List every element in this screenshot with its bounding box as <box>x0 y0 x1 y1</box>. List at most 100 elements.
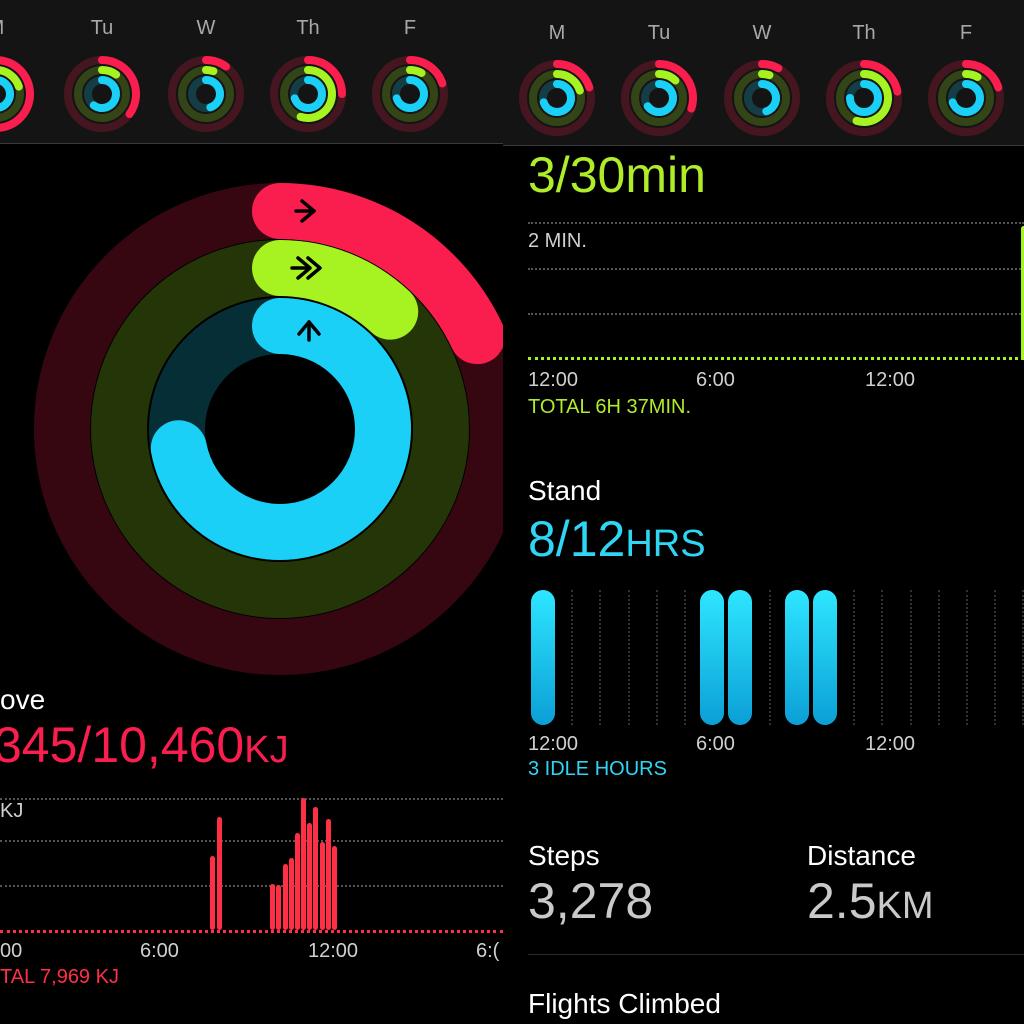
exercise-x-tick-3: 12:00 <box>865 369 916 391</box>
exercise-x-tick-2: 6:00 <box>696 369 735 391</box>
stand-hour-gridline <box>655 590 658 725</box>
move-bar <box>283 863 288 930</box>
day-move-ring <box>860 60 902 96</box>
day-exercise-ring <box>202 66 218 76</box>
exercise-value-number: 3/30 <box>528 147 626 203</box>
move-bar <box>217 816 222 930</box>
stand-idle-hours: 3 IDLE HOURS <box>528 758 667 780</box>
stand-hour-gridline <box>881 590 884 725</box>
move-bar <box>332 846 337 930</box>
day-move-ring <box>553 60 594 92</box>
day-label: W <box>197 17 216 39</box>
day-stand-ring <box>948 80 984 116</box>
stand-hour-gridline <box>571 590 574 725</box>
day-stand-ring <box>392 76 428 112</box>
day-rings-m[interactable]: M <box>519 22 595 136</box>
move-bar <box>289 858 294 930</box>
week-rings: M Tu W Th F <box>0 17 448 132</box>
flights-climbed-label: Flights Climbed <box>528 988 721 1019</box>
exercise-x-tick-1: 12:00 <box>528 369 579 391</box>
day-rings-w[interactable]: W <box>724 22 800 136</box>
day-label: M <box>549 22 566 44</box>
move-bar <box>210 855 215 930</box>
stand-hour-gridline <box>599 590 602 725</box>
activity-rings-icon <box>0 56 34 132</box>
week-rings-right: M Tu W Th F <box>519 22 1004 136</box>
day-rings-m[interactable]: M <box>0 17 34 132</box>
exercise-total: TOTAL 6H 37MIN. <box>528 396 692 418</box>
stand-value-unit: HRS <box>625 523 706 565</box>
stand-hour-gridline <box>937 590 940 725</box>
day-rings-tu[interactable]: Tu <box>64 17 140 132</box>
day-stand-ring <box>0 76 14 112</box>
stand-x-tick-3: 12:00 <box>865 733 916 755</box>
day-exercise-ring <box>98 66 121 79</box>
day-move-ring <box>962 60 1003 92</box>
day-move-ring <box>202 56 230 71</box>
move-total: TAL 7,969 KJ <box>0 966 119 988</box>
stand-ring <box>150 298 411 560</box>
day-rings-f[interactable]: F <box>372 17 448 132</box>
move-bar <box>307 823 312 930</box>
day-exercise-ring <box>758 70 774 80</box>
day-move-ring <box>0 56 34 132</box>
day-exercise-ring <box>553 70 584 95</box>
stand-hour-gridline <box>1022 590 1024 725</box>
day-label: M <box>0 17 4 39</box>
day-rings-tu[interactable]: Tu <box>621 22 697 136</box>
move-value-unit: KJ <box>244 729 289 771</box>
distance-value-unit: KM <box>876 885 934 927</box>
move-value: 345/10,460KJ <box>0 716 289 774</box>
day-rings-w[interactable]: W <box>168 17 244 132</box>
move-bar <box>276 885 281 930</box>
move-x-tick-3: 12:00 <box>308 940 359 962</box>
move-bar <box>295 832 300 930</box>
distance-value-number: 2.5 <box>807 873 877 929</box>
day-move-ring <box>304 56 346 98</box>
move-x-tick-2: 6:00 <box>140 940 179 962</box>
move-bar <box>301 797 306 930</box>
day-stand-ring <box>290 76 326 112</box>
day-rings-f[interactable]: F <box>928 22 1004 136</box>
day-label: F <box>960 22 972 44</box>
week-strip: M Tu W Th F <box>0 0 503 144</box>
activity-rings-icon <box>826 60 902 136</box>
stand-value-number: 8/12 <box>528 511 626 567</box>
day-rings-th[interactable]: Th <box>270 17 346 132</box>
move-arrow-icon <box>294 199 316 223</box>
activity-rings-icon <box>168 56 244 132</box>
day-stand-ring <box>758 80 780 116</box>
day-move-ring <box>98 56 140 118</box>
move-x-tick-1: 00 <box>0 940 23 962</box>
exercise-axis-label: 2 MIN. <box>528 230 587 252</box>
activity-rings-icon <box>621 60 697 136</box>
day-exercise-ring <box>296 66 336 122</box>
stand-bar <box>784 590 809 725</box>
activity-rings-icon <box>64 56 140 132</box>
stand-hour-gridline <box>684 590 686 725</box>
day-rings-th[interactable]: Th <box>826 22 902 136</box>
exercise-value-unit: min <box>625 147 706 203</box>
stand-title: Stand <box>528 475 602 506</box>
activity-rings-icon <box>519 60 595 136</box>
day-exercise-ring <box>406 66 426 77</box>
day-exercise-ring-track <box>0 66 24 122</box>
stand-hour-gridline <box>994 590 997 725</box>
exercise-value: 3/30min <box>528 146 706 204</box>
activity-rings-icon <box>372 56 448 132</box>
stand-hour-gridline <box>768 590 771 725</box>
move-bar <box>270 884 275 930</box>
day-move-ring <box>406 56 447 88</box>
move-value-number: 345/10,460 <box>0 717 245 773</box>
move-chart-axis-label: KJ <box>0 800 24 822</box>
move-bar <box>313 807 318 930</box>
stand-hour-gridline <box>966 590 968 725</box>
day-move-ring <box>758 60 783 73</box>
move-bar <box>326 819 331 930</box>
stand-bar <box>813 590 837 725</box>
day-stand-ring <box>539 80 575 116</box>
stand-bar <box>531 590 555 725</box>
move-x-tick-4: 6:( <box>476 940 500 962</box>
exercise-arrow-icon <box>290 256 322 280</box>
